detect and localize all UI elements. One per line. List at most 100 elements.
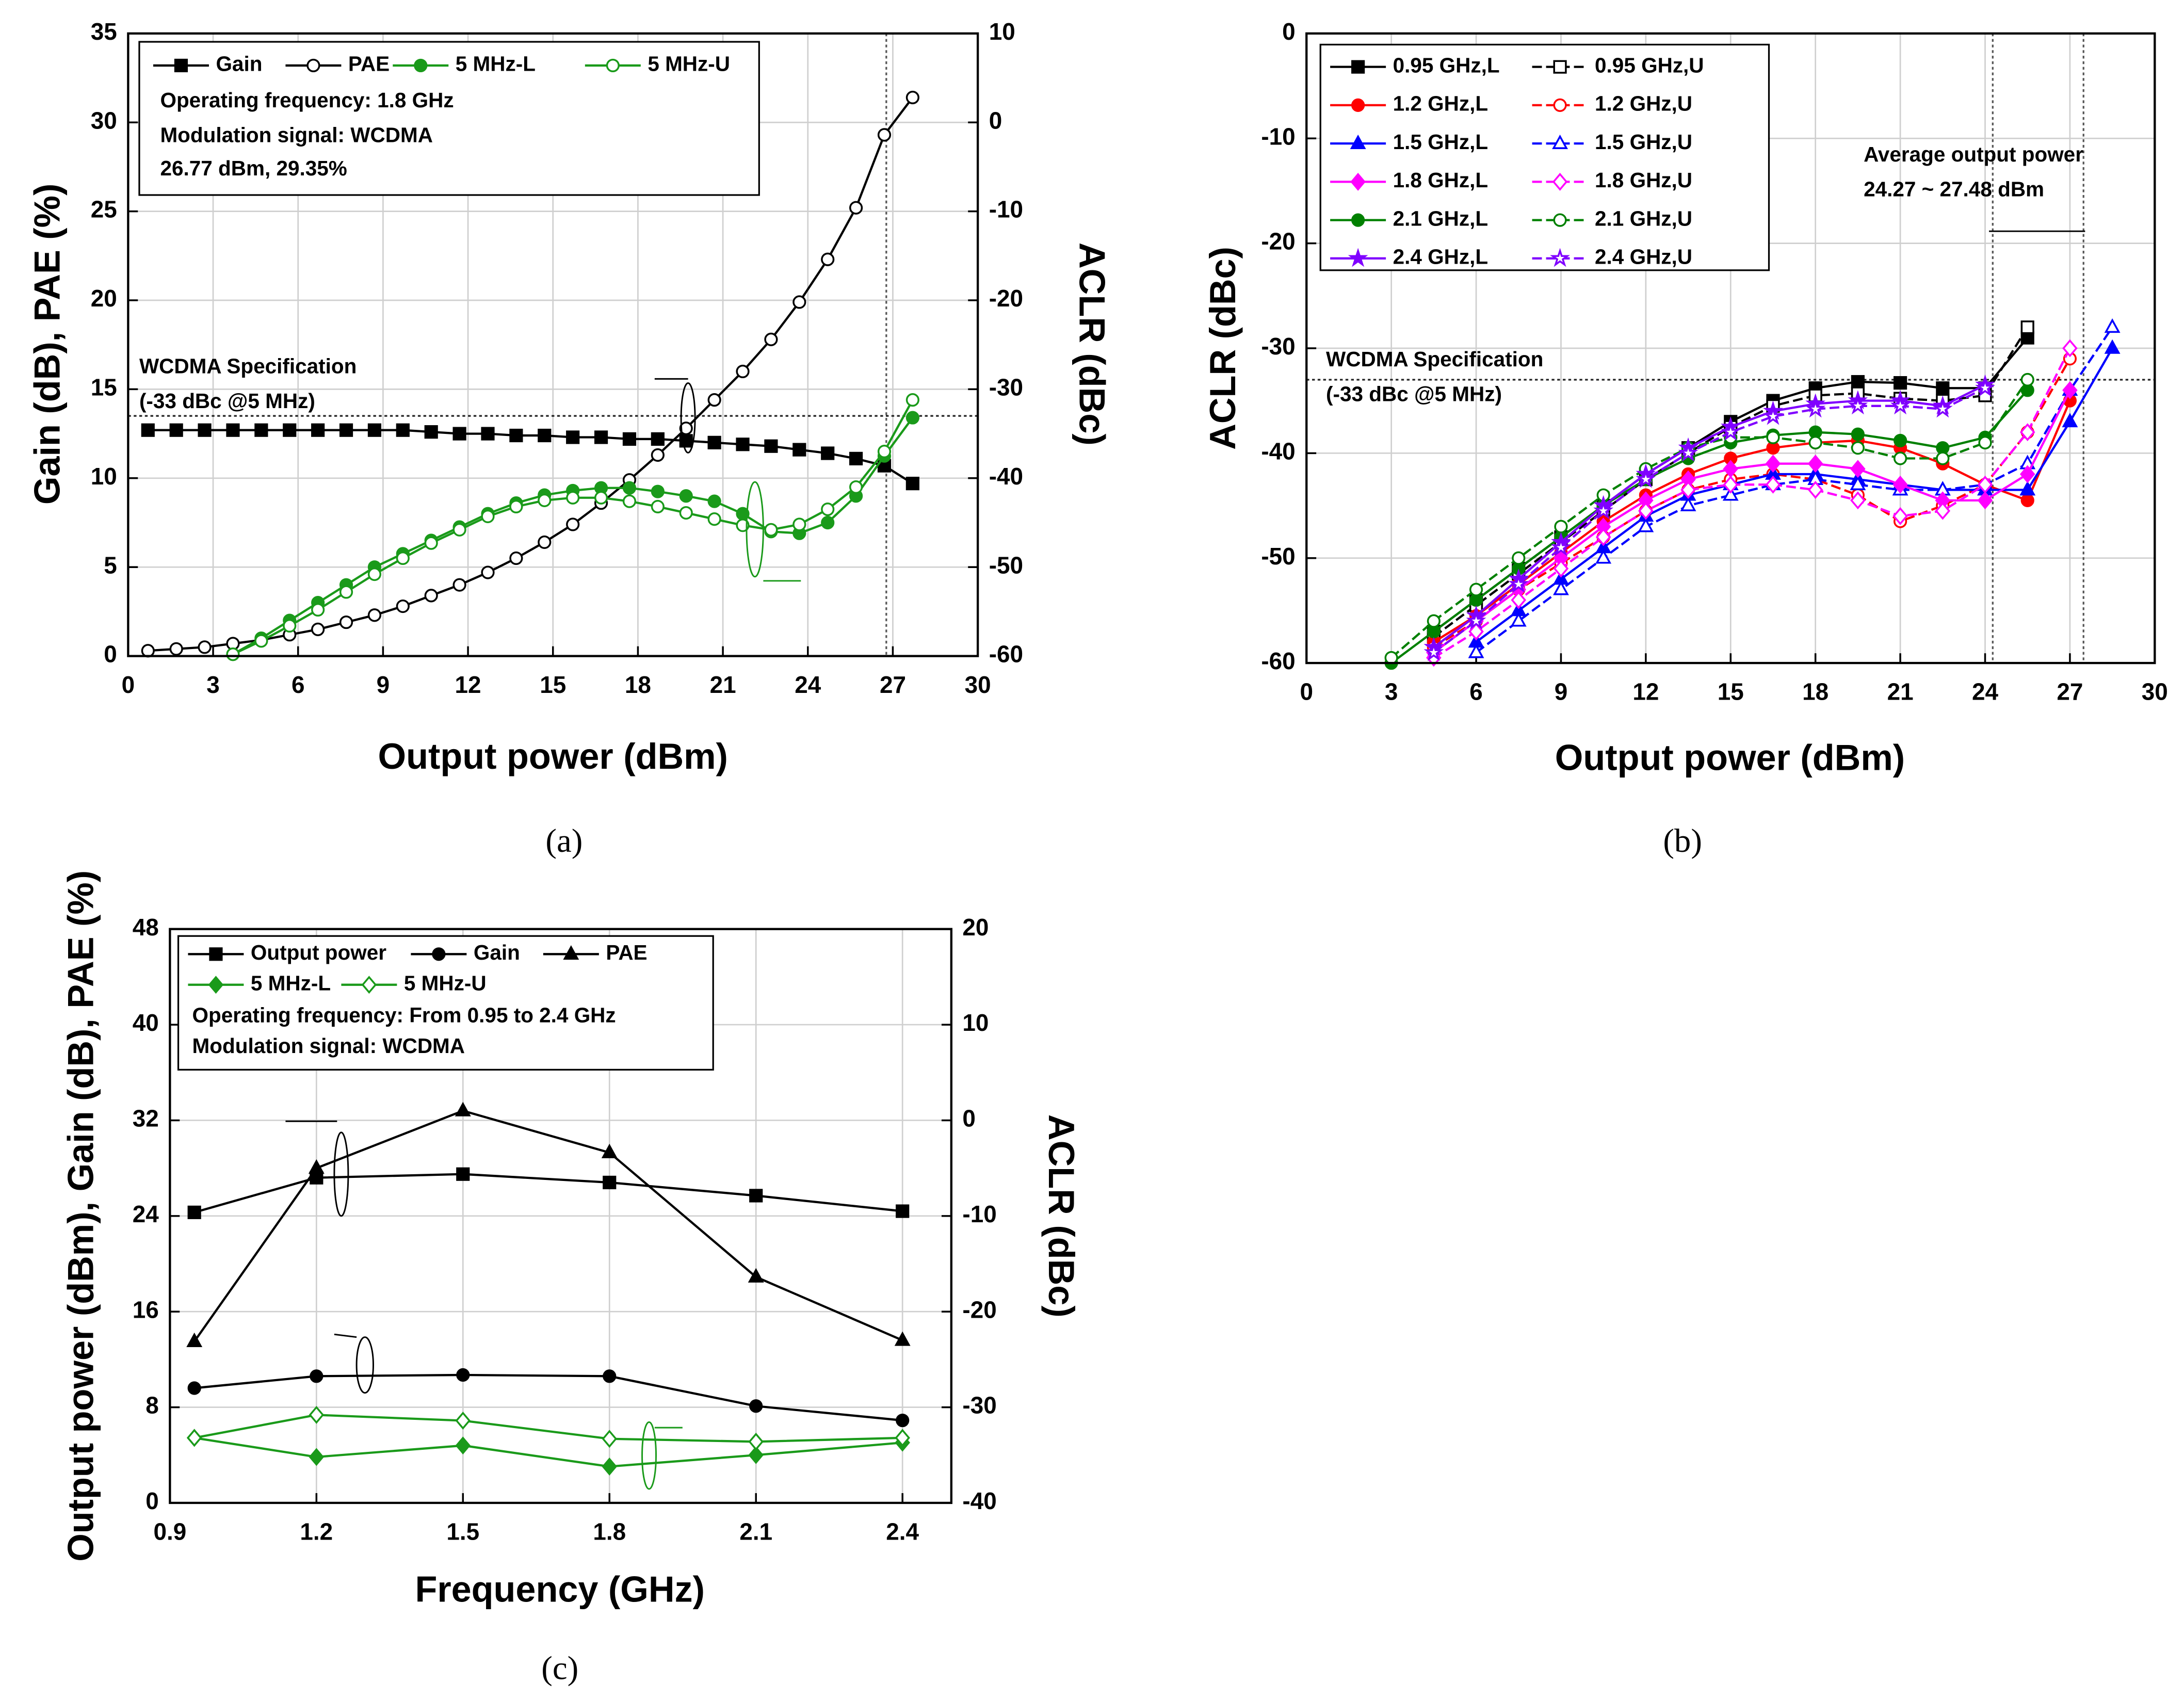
marker [538, 493, 552, 507]
marker [452, 578, 466, 592]
x-tick-label: 18 [625, 671, 651, 698]
marker [509, 499, 523, 514]
marker [603, 1175, 617, 1190]
marker [651, 432, 665, 446]
legend-label: 0.95 GHz,U [1595, 53, 1704, 77]
marker [424, 425, 438, 439]
marker [651, 484, 665, 498]
x-tick-label: 1.8 [593, 1518, 626, 1545]
y2-tick-label: -40 [962, 1487, 996, 1514]
marker [2104, 318, 2121, 333]
legend-box [177, 935, 714, 1071]
legend-label: 5 MHz-L [251, 971, 331, 995]
y-tick-label: -60 [1261, 647, 1295, 674]
marker [1553, 98, 1567, 112]
marker [1350, 172, 1366, 191]
marker [679, 506, 693, 520]
callout [641, 1421, 657, 1490]
marker [2019, 481, 2036, 496]
marker [1351, 98, 1365, 112]
marker [603, 1369, 617, 1383]
y-tick-label: 0 [145, 1487, 159, 1514]
annotation: WCDMA Specification [1326, 347, 1543, 371]
x-tick-label: 0 [1300, 678, 1313, 705]
x-tick-label: 12 [455, 671, 481, 698]
marker [169, 642, 183, 656]
marker [198, 640, 212, 654]
y2-axis-title: ACLR (dBc) [1072, 242, 1113, 446]
x-tick-label: 3 [206, 671, 220, 698]
y-tick-label: 32 [133, 1105, 159, 1132]
y-tick-label: -40 [1261, 438, 1295, 464]
plot-frame [169, 928, 952, 1504]
marker [1765, 475, 1781, 494]
marker [367, 608, 382, 622]
marker [481, 509, 495, 524]
y-tick-label: 48 [133, 914, 159, 941]
x-tick-label: 30 [2142, 678, 2168, 705]
legend-label: 2.1 GHz,U [1595, 206, 1692, 230]
marker [1678, 442, 1698, 462]
y-tick-label: 10 [91, 463, 117, 490]
marker [821, 503, 835, 516]
x-tick-label: 12 [1632, 678, 1659, 705]
y-tick-label: 15 [91, 374, 117, 401]
marker [849, 480, 863, 494]
marker [1805, 398, 1826, 418]
marker [1893, 433, 1907, 448]
marker [2019, 465, 2035, 483]
series-line [1433, 347, 2071, 659]
callout [746, 481, 764, 578]
marker [1595, 549, 1612, 564]
marker [651, 448, 665, 462]
marker [2020, 373, 2034, 387]
annotation: (-33 dBc @5 MHz) [1326, 382, 1502, 406]
marker [2104, 339, 2121, 354]
marker [1848, 395, 1868, 415]
x-tick-label: 18 [1802, 678, 1829, 705]
marker [456, 1167, 470, 1181]
marker [1638, 517, 1654, 532]
marker [748, 1268, 764, 1283]
marker [905, 90, 919, 105]
marker [1850, 491, 1866, 510]
y2-tick-label: 0 [962, 1105, 976, 1132]
marker [226, 647, 240, 661]
y2-tick-label: 10 [989, 18, 1015, 45]
y-tick-label: -30 [1261, 333, 1295, 360]
legend-note: Operating frequency: 1.8 GHz [160, 88, 454, 112]
y2-tick-label: -50 [989, 552, 1023, 578]
x-tick-label: 21 [1887, 678, 1914, 705]
marker [1384, 651, 1398, 665]
series-line [1433, 358, 2071, 649]
marker [2020, 320, 2034, 334]
y2-tick-label: -20 [962, 1296, 996, 1323]
series-line [1433, 387, 1986, 654]
marker [311, 423, 325, 437]
marker [1680, 496, 1696, 511]
series-line [1433, 384, 1986, 649]
legend-label: PAE [348, 52, 390, 76]
marker [1765, 455, 1781, 473]
marker [481, 565, 495, 579]
marker [1638, 501, 1654, 520]
marker [895, 1429, 910, 1447]
marker [226, 423, 240, 437]
y2-tick-label: -10 [962, 1201, 996, 1227]
marker [707, 393, 721, 407]
y2-tick-label: -10 [989, 196, 1023, 223]
marker [1595, 528, 1611, 546]
marker [509, 551, 523, 565]
y-tick-label: 8 [145, 1392, 159, 1419]
marker [736, 519, 750, 532]
marker [186, 1429, 202, 1447]
x-tick-label: 15 [540, 671, 566, 698]
marker [481, 427, 495, 441]
marker [1351, 60, 1365, 74]
marker [396, 423, 410, 437]
marker [1807, 455, 1823, 473]
marker [849, 201, 863, 215]
marker [679, 422, 693, 435]
y2-tick-label: -40 [989, 463, 1023, 490]
marker [1550, 248, 1570, 267]
